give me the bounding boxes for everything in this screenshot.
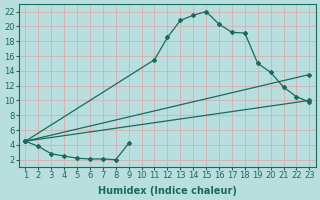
X-axis label: Humidex (Indice chaleur): Humidex (Indice chaleur) bbox=[98, 186, 237, 196]
